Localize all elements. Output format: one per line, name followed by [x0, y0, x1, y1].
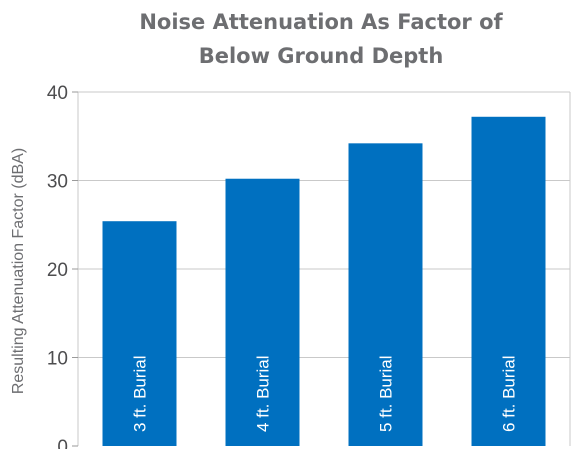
y-tick-label-20: 20 [47, 260, 68, 281]
bar-label-3: 5 ft. Burial [377, 355, 396, 432]
y-tick-label-10: 10 [47, 349, 68, 370]
y-axis-label: Resulting Attenuation Factor (dBA) [10, 148, 27, 394]
bar-label-1: 3 ft. Burial [131, 355, 150, 432]
bar-4 [471, 116, 546, 446]
bar-label-4: 6 ft. Burial [500, 355, 519, 432]
y-tick-label-40: 40 [47, 83, 68, 104]
bars [102, 116, 546, 447]
bar-3 [348, 143, 423, 446]
chart-title-line-1: Noise Attenuation As Factor of [139, 10, 503, 34]
y-tick-label-0: 0 [57, 437, 68, 449]
bar-labels: 3 ft. Burial 4 ft. Burial 5 ft. Burial 6 ft… [131, 355, 519, 432]
bar-1 [102, 221, 177, 446]
y-tick-label-30: 30 [47, 172, 68, 193]
y-tick-labels: 0 10 20 30 40 [47, 83, 68, 449]
bar-label-2: 4 ft. Burial [254, 355, 273, 432]
bar-2 [225, 178, 300, 447]
chart-title-line-2: Below Ground Depth [199, 44, 444, 68]
